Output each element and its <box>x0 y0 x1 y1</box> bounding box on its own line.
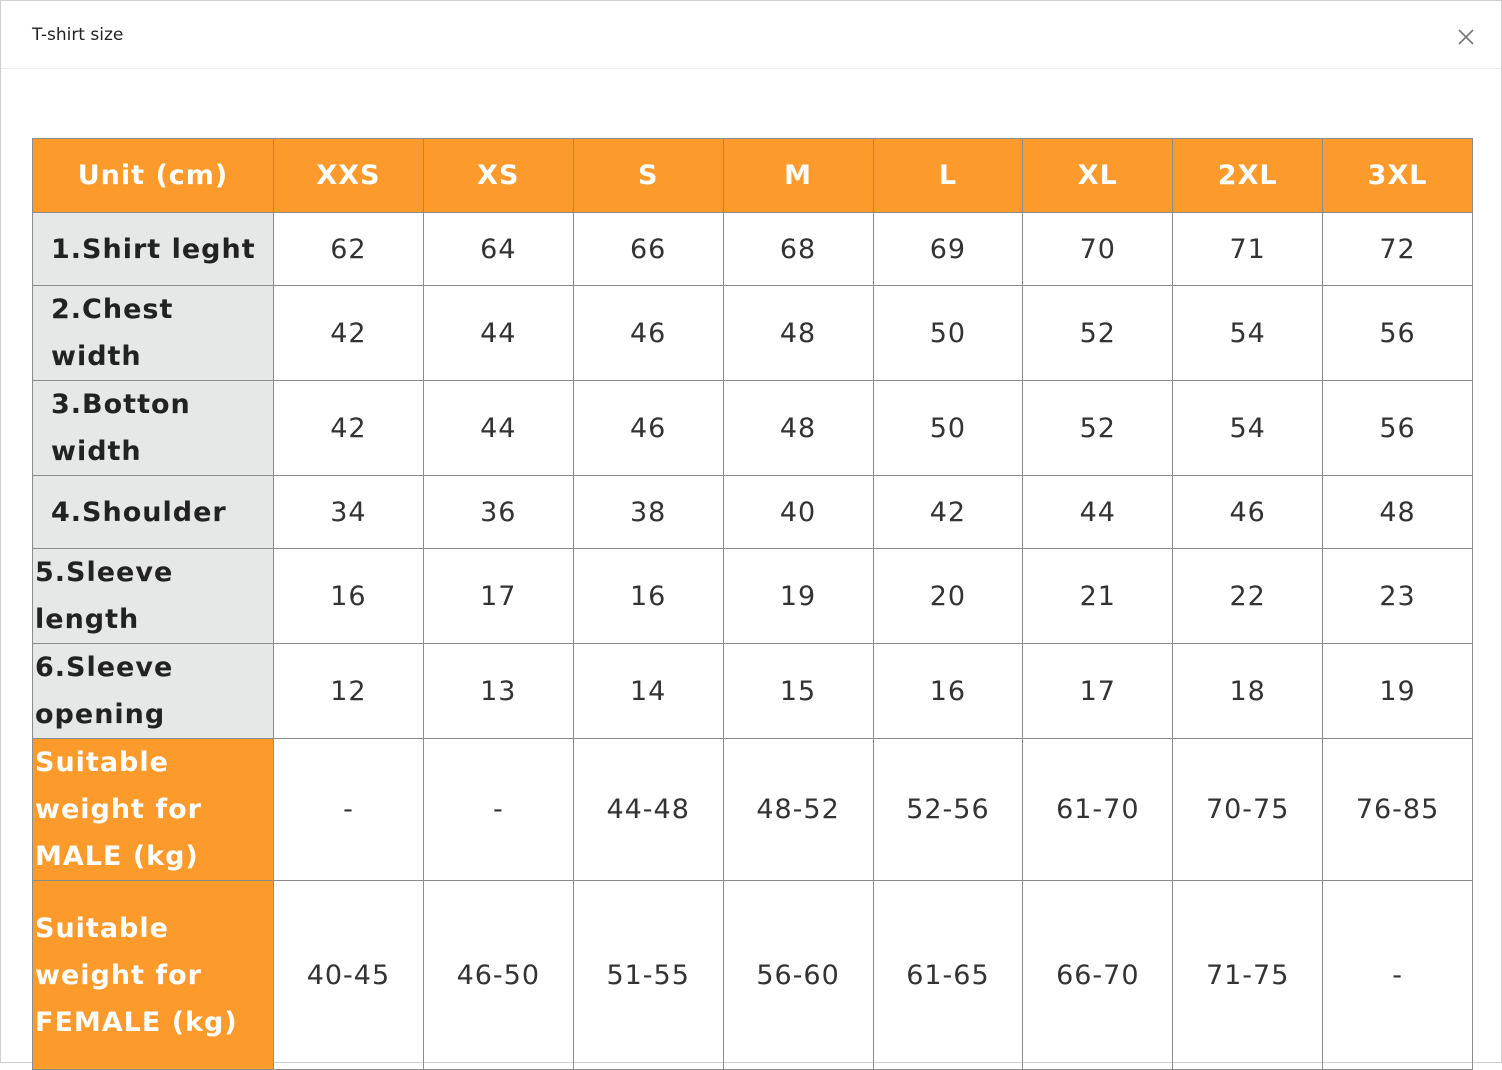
table-cell: 56 <box>1322 285 1473 381</box>
column-header: XL <box>1022 138 1174 213</box>
table-cell: 21 <box>1022 548 1174 644</box>
table-cell: 14 <box>572 643 724 739</box>
table-cell: 69 <box>872 212 1024 286</box>
table-cell: 44 <box>422 380 574 476</box>
table-cell: 34 <box>273 475 424 549</box>
table-cell: 22 <box>1172 548 1324 644</box>
table-cell: 62 <box>273 212 424 286</box>
column-header: XS <box>422 138 574 213</box>
table-cell: 16 <box>572 548 724 644</box>
table-row: 2.Chest width 42 44 46 48 50 52 54 56 <box>32 285 1473 381</box>
row-label: 3.Botton width <box>32 380 274 476</box>
table-cell: 52-56 <box>872 738 1024 881</box>
table-cell: 64 <box>422 212 574 286</box>
table-cell: 66 <box>572 212 724 286</box>
row-label: 1.Shirt leght <box>32 212 274 286</box>
table-cell: 71 <box>1172 212 1324 286</box>
table-cell: 42 <box>273 285 424 381</box>
table-cell: 44 <box>1022 475 1174 549</box>
table-cell: 16 <box>273 548 424 644</box>
table-cell: - <box>273 738 424 881</box>
table-cell: 61-65 <box>872 880 1024 1070</box>
table-cell: 56-60 <box>722 880 874 1070</box>
table-cell: - <box>422 738 574 881</box>
table-cell: 70 <box>1022 212 1174 286</box>
header-row: Unit (cm) XXS XS S M L XL 2XL 3XL <box>32 138 1473 213</box>
table-cell: - <box>1322 880 1473 1070</box>
table-cell: 15 <box>722 643 874 739</box>
table-cell: 13 <box>422 643 574 739</box>
table-cell: 23 <box>1322 548 1473 644</box>
table-cell: 52 <box>1022 380 1174 476</box>
table-cell: 46 <box>572 285 724 381</box>
table-row: Suitable weight for MALE (kg) - -44-48 48-5… <box>32 738 1473 881</box>
table-cell: 12 <box>273 643 424 739</box>
row-label: 5.Sleeve length <box>32 548 274 644</box>
table-cell: 68 <box>722 212 874 286</box>
column-header: L <box>872 138 1024 213</box>
table-cell: 18 <box>1172 643 1324 739</box>
table-cell: 19 <box>722 548 874 644</box>
column-header: 2XL <box>1172 138 1324 213</box>
table-cell: 17 <box>1022 643 1174 739</box>
row-label: 6.Sleeve opening <box>32 643 274 739</box>
table-cell: 54 <box>1172 380 1324 476</box>
table-row: Suitable weight for FEMALE (kg) 40-45 46-5… <box>32 880 1473 1070</box>
column-header: XXS <box>273 138 424 213</box>
column-header: M <box>722 138 874 213</box>
table-row: 6.Sleeve opening 12 13 14 15 16 17 18 19 <box>32 643 1473 739</box>
table-cell: 40 <box>722 475 874 549</box>
table-cell: 44 <box>422 285 574 381</box>
table-cell: 46-50 <box>422 880 574 1070</box>
table-cell: 16 <box>872 643 1024 739</box>
table-cell: 44-48 <box>572 738 724 881</box>
table-cell: 50 <box>872 285 1024 381</box>
table-cell: 46 <box>572 380 724 476</box>
table-cell: 42 <box>273 380 424 476</box>
table-cell: 17 <box>422 548 574 644</box>
column-header: S <box>572 138 724 213</box>
table-cell: 19 <box>1322 643 1473 739</box>
table-cell: 76-85 <box>1322 738 1473 881</box>
row-label: 4.Shoulder <box>32 475 274 549</box>
table-cell: 66-70 <box>1022 880 1174 1070</box>
table-row: 1.Shirt leght 62 64 66 68 69 70 71 72 <box>32 212 1473 286</box>
table-cell: 50 <box>872 380 1024 476</box>
table-row: 3.Botton width 42 44 46 48 50 52 54 56 <box>32 380 1473 476</box>
size-table: Unit (cm) XXS XS S M L XL 2XL 3XL 1.Shirt leght 6… <box>32 138 1473 1070</box>
table-cell: 42 <box>872 475 1024 549</box>
table-cell: 40-45 <box>273 880 424 1070</box>
column-header: Unit (cm) <box>32 138 274 213</box>
table-cell: 72 <box>1322 212 1473 286</box>
table-cell: 20 <box>872 548 1024 644</box>
table-cell: 71-75 <box>1172 880 1324 1070</box>
table-cell: 46 <box>1172 475 1324 549</box>
table-row: 5.Sleeve length 16 17 16 19 20 21 22 23 <box>32 548 1473 644</box>
table-cell: 36 <box>422 475 574 549</box>
table-cell: 52 <box>1022 285 1174 381</box>
table-cell: 51-55 <box>572 880 724 1070</box>
table-cell: 70-75 <box>1172 738 1324 881</box>
table-cell: 48 <box>722 380 874 476</box>
row-label: Suitable weight for FEMALE (kg) <box>32 880 274 1070</box>
table-cell: 54 <box>1172 285 1324 381</box>
row-label: Suitable weight for MALE (kg) <box>32 738 274 881</box>
table-cell: 48-52 <box>722 738 874 881</box>
modal-header: T-shirt size <box>1 1 1501 69</box>
table-cell: 48 <box>1322 475 1473 549</box>
table-cell: 56 <box>1322 380 1473 476</box>
table-cell: 38 <box>572 475 724 549</box>
close-button[interactable] <box>1457 28 1475 46</box>
table-cell: 48 <box>722 285 874 381</box>
column-header: 3XL <box>1322 138 1473 213</box>
modal-title: T-shirt size <box>32 25 124 45</box>
table-cell: 61-70 <box>1022 738 1174 881</box>
table-row: 4.Shoulder 34 36 38 40 42 44 46 48 <box>32 475 1473 549</box>
row-label: 2.Chest width <box>32 285 274 381</box>
